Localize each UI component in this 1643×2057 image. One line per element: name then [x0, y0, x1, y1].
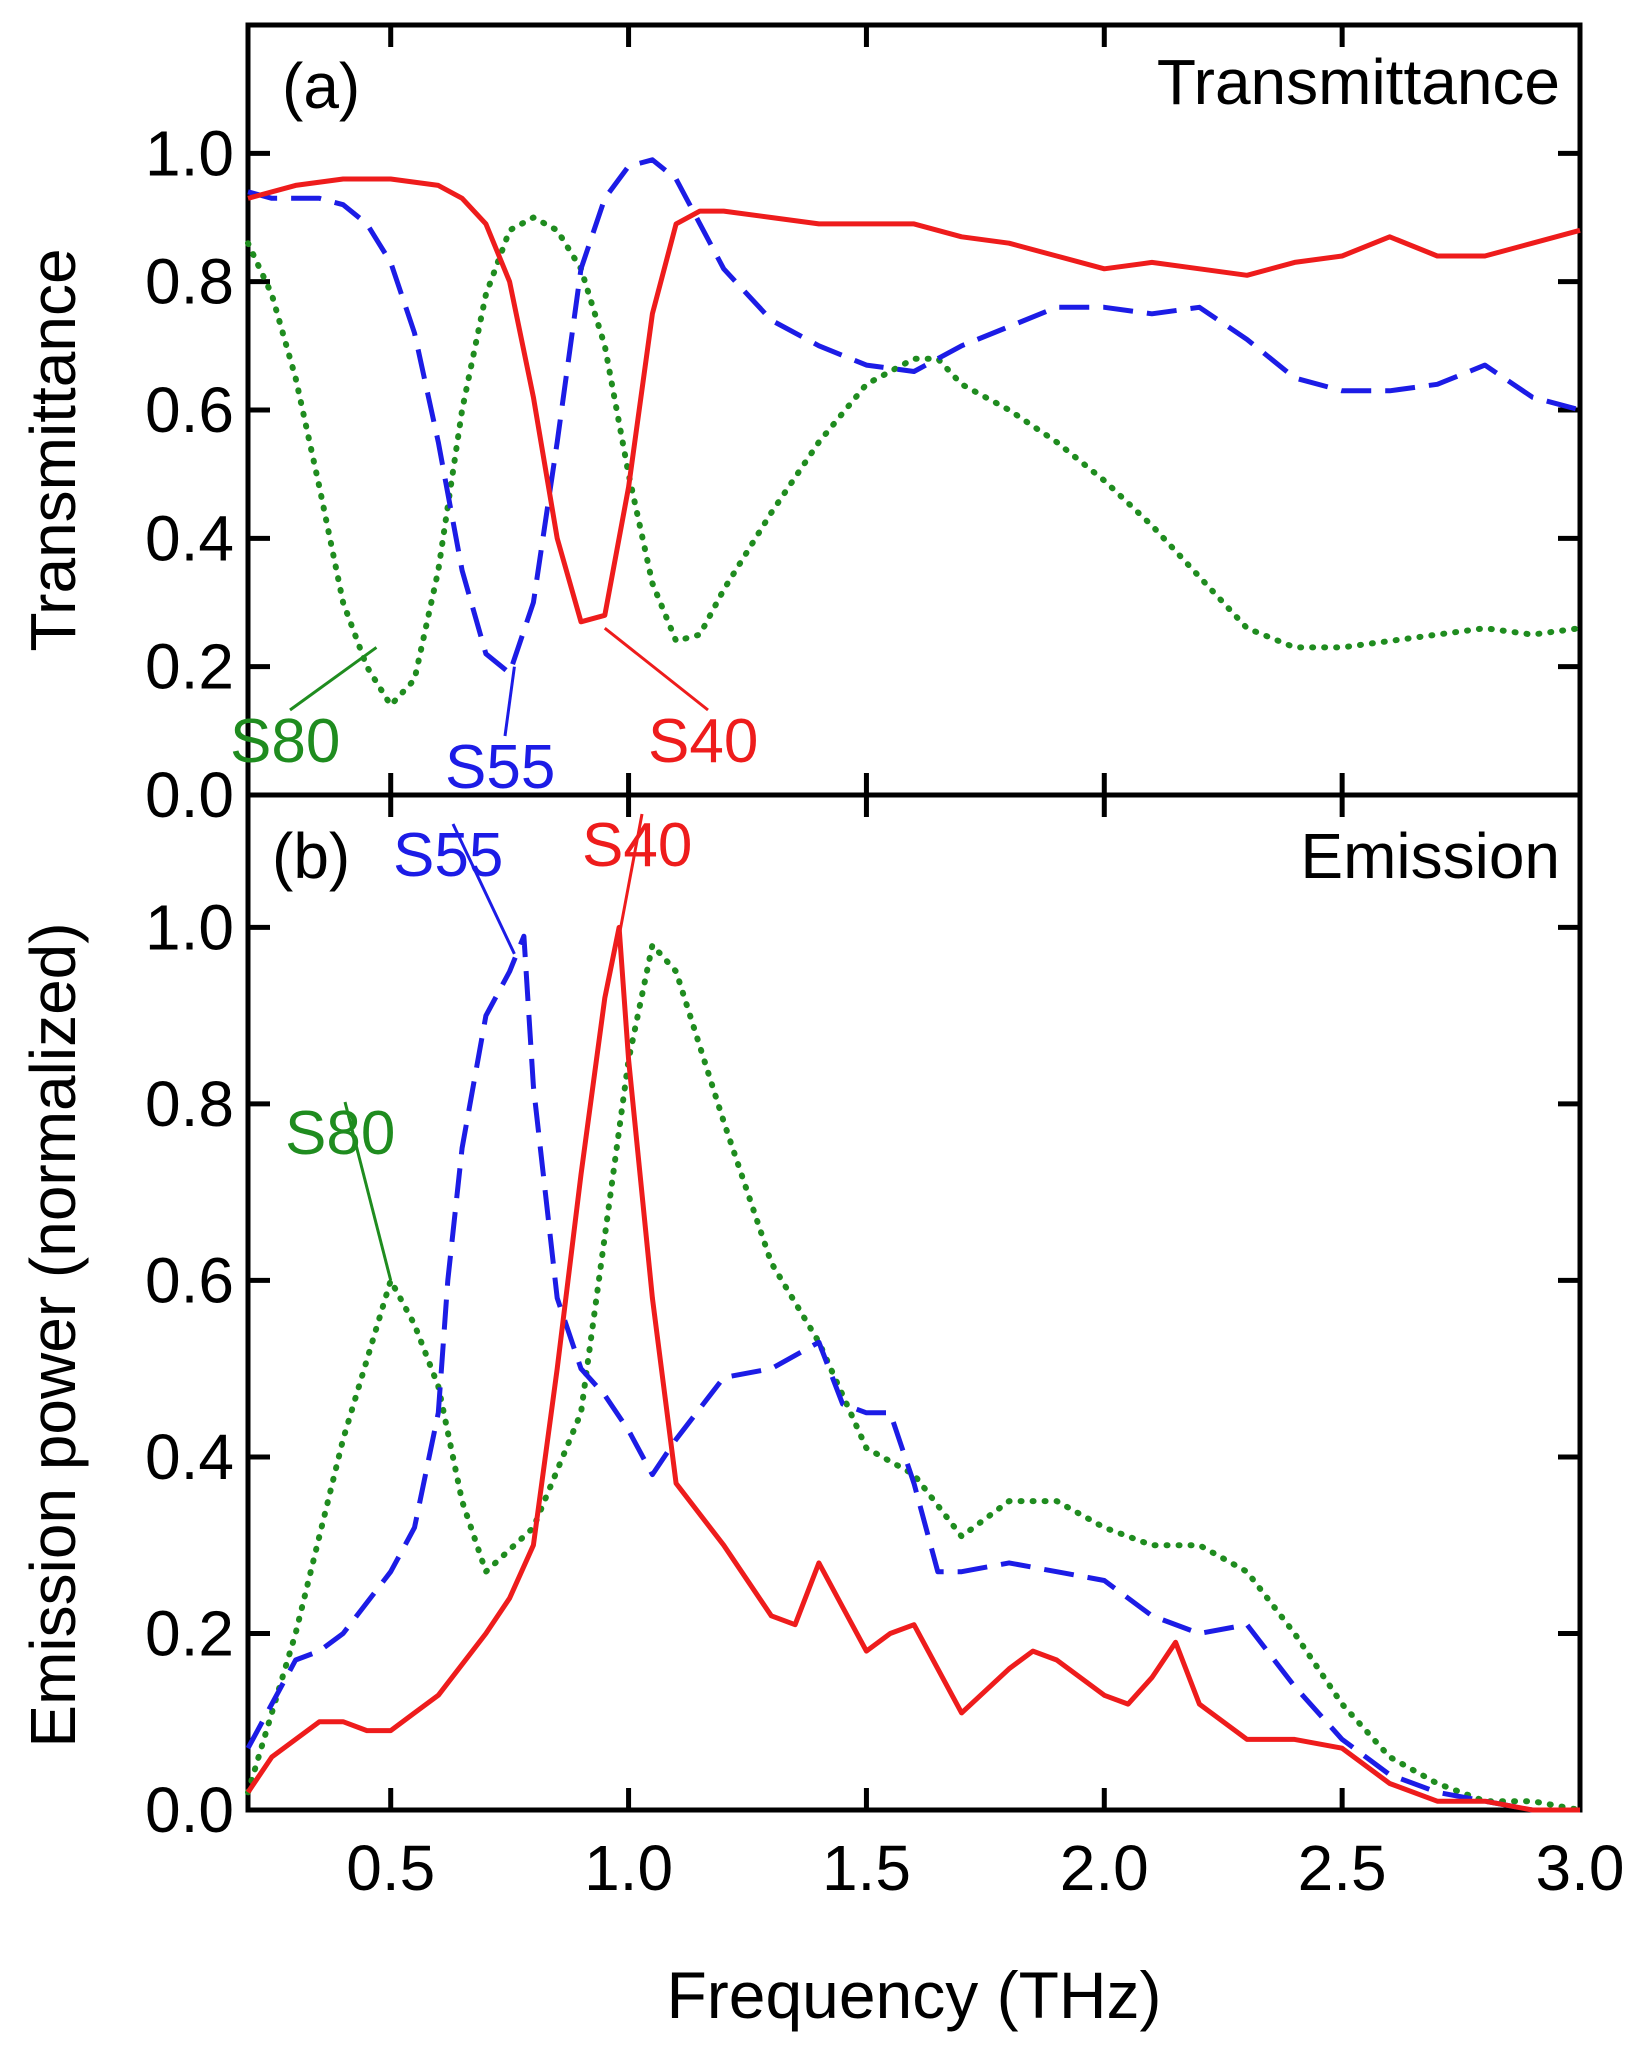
panel-a-series-s55 — [247, 157, 1581, 676]
panel-b-series-s80 — [245, 942, 1583, 1813]
panel-a-leader-s55 — [503, 666, 516, 737]
panel-a-annotation-s55: S55 — [445, 733, 555, 802]
panel-b-annotations: S80 S55 S40 — [285, 811, 692, 1281]
panel-a-ytick-label-3: 0.6 — [145, 374, 234, 446]
panel-a-series — [245, 157, 1583, 709]
panel-a-leader-s40 — [603, 626, 709, 712]
panel-b-label: (b) — [272, 820, 350, 892]
panel-a-ytick-label-0: 0.0 — [145, 759, 234, 831]
panel-b-ytick-label-3: 0.6 — [145, 1244, 234, 1316]
panel-b-title: Emission — [1300, 820, 1560, 892]
panel-a-annotation-s40: S40 — [648, 707, 758, 776]
panel-a-annotation-s80: S80 — [230, 707, 340, 776]
xtick-label-5: 3.0 — [1536, 1832, 1625, 1904]
panel-a-ytick-label-4: 0.8 — [145, 246, 234, 318]
panel-a-ytick-label-1: 0.2 — [145, 631, 234, 703]
panel-a-title: Transmittance — [1157, 46, 1560, 118]
panel-b-xticks: 0.5 1.0 1.5 2.0 2.5 3.0 — [346, 795, 1624, 1904]
panel-a-frame — [245, 22, 1583, 798]
panel-a-leader-s80 — [289, 646, 378, 712]
panel-b-ytick-label-0: 0.0 — [145, 1774, 234, 1846]
panel-a-series-s40 — [247, 176, 1581, 625]
panel-a-ytick-label-2: 0.4 — [145, 502, 234, 574]
xtick-label-4: 2.5 — [1298, 1832, 1387, 1904]
xtick-label-3: 2.0 — [1060, 1832, 1149, 1904]
panel-b-annotation-s80: S80 — [285, 1099, 395, 1168]
panel-a-yticks: 0.0 0.2 0.4 0.6 0.8 1.0 — [145, 117, 1580, 831]
panel-a-transmittance: 0.0 0.2 0.4 0.6 0.8 1.0 S80 S55 S40 (a) Transmi… — [17, 22, 1583, 831]
x-axis-label: Frequency (THz) — [666, 1958, 1161, 2032]
panel-a-ylabel: Transmittance — [17, 248, 89, 651]
panel-b-series-s40 — [245, 924, 1580, 1813]
panel-b-ytick-label-1: 0.2 — [145, 1597, 234, 1669]
panel-b-series — [245, 924, 1583, 1813]
panel-b-ytick-label-4: 0.8 — [145, 1068, 234, 1140]
panel-b-ylabel: Emission power (normalized) — [17, 922, 89, 1747]
panel-b-frame — [245, 792, 1583, 1813]
panel-b-emission: 0.0 0.2 0.4 0.6 0.8 1.0 0.5 1.0 1.5 2.0 2.5 3.0 S8… — [17, 792, 1624, 2032]
panel-b-series-s55 — [245, 933, 1580, 1813]
panel-a-annotations: S80 S55 S40 — [230, 626, 758, 802]
panel-a-ytick-label-5: 1.0 — [145, 117, 234, 189]
panel-b-leader-s55 — [451, 823, 516, 955]
panel-b-leader-s80 — [343, 1101, 393, 1281]
panel-a-series-s80 — [245, 214, 1583, 709]
panel-b-ytick-label-5: 1.0 — [145, 891, 234, 963]
xtick-label-0: 0.5 — [346, 1832, 435, 1904]
panel-a-xtick-marks — [388, 25, 1583, 795]
panel-b-yticks: 0.0 0.2 0.4 0.6 0.8 1.0 — [145, 891, 1580, 1846]
panel-b-ytick-label-2: 0.4 — [145, 1421, 234, 1493]
panel-a-label: (a) — [282, 50, 360, 122]
xtick-label-1: 1.0 — [584, 1832, 673, 1904]
panel-b-annotation-s40: S40 — [582, 811, 692, 880]
xtick-label-2: 1.5 — [822, 1832, 911, 1904]
panel-b-leader-s40 — [617, 813, 644, 937]
panel-b-annotation-s55: S55 — [393, 821, 503, 890]
